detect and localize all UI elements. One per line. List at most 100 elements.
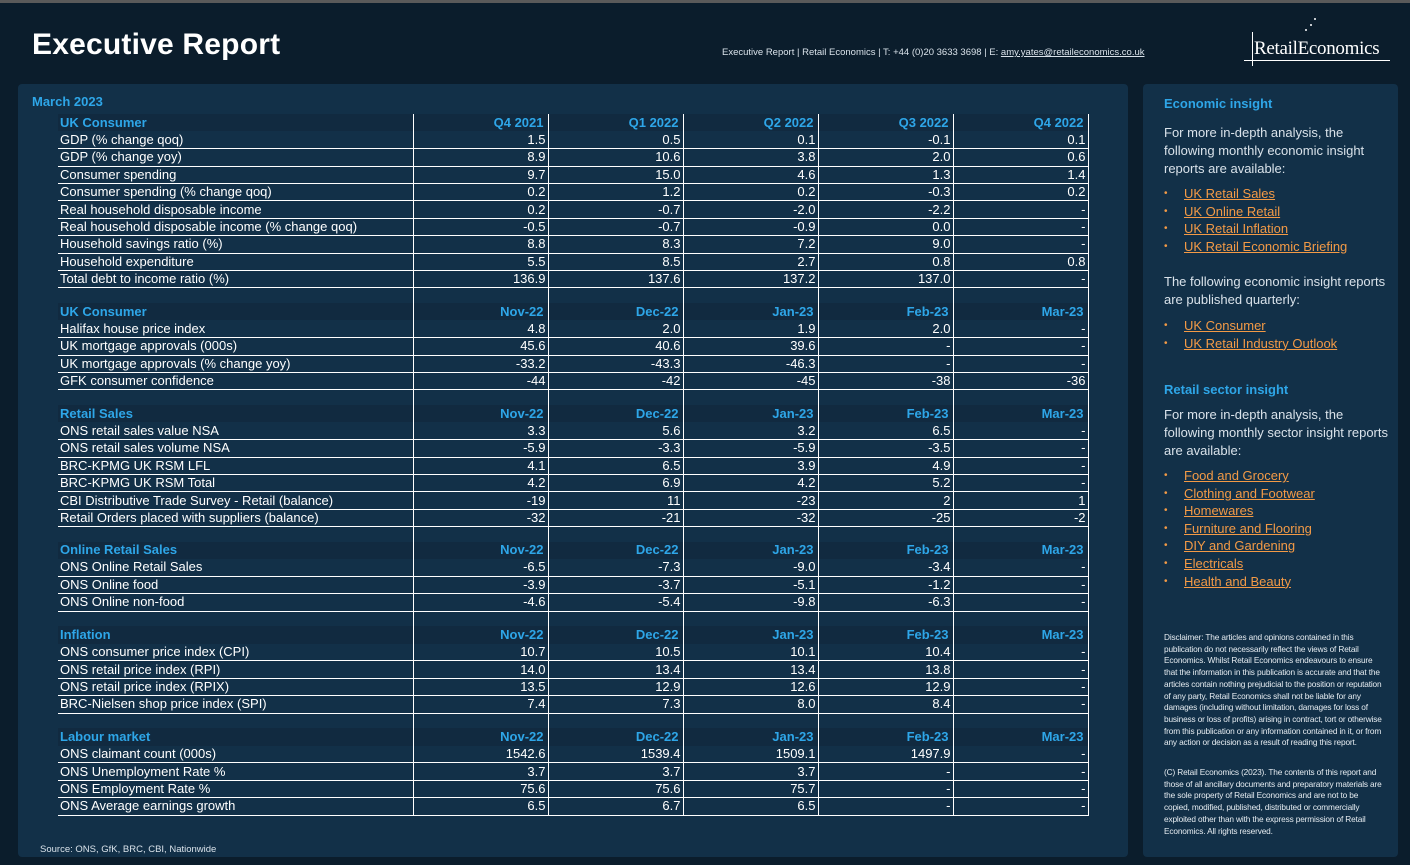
value-cell: 0.8 xyxy=(818,253,954,272)
sector-report-link[interactable]: Health and Beauty xyxy=(1184,573,1291,589)
value-cell: - xyxy=(953,439,1089,458)
economic-report-link[interactable]: UK Retail Economic Briefing xyxy=(1184,238,1348,254)
table-row: UK mortgage approvals (% change yoy) -33.… xyxy=(58,355,1089,373)
sector-report-link[interactable]: Electricals xyxy=(1184,555,1244,571)
section-spacer xyxy=(58,526,1089,542)
value-cell: 3.8 xyxy=(683,148,819,167)
value-cell: 0.1 xyxy=(953,131,1089,150)
value-cell: -23 xyxy=(683,491,819,510)
value-cell: - xyxy=(818,337,954,356)
table-row: Real household disposable income 0.2 -0.7-… xyxy=(58,200,1089,219)
row-label: Consumer spending (% change qoq) xyxy=(58,183,414,202)
spacer-cell xyxy=(413,611,549,627)
value-cell: -2.0 xyxy=(683,200,819,219)
bullet-icon: • xyxy=(1164,505,1168,517)
value-cell: - xyxy=(953,337,1089,356)
row-label: GFK consumer confidence xyxy=(58,372,414,391)
spacer-cell xyxy=(953,611,1089,627)
row-label: BRC-Nielsen shop price index (SPI) xyxy=(58,695,414,714)
spacer-cell xyxy=(953,287,1089,303)
table-row: Real household disposable income (% chan… xyxy=(58,218,1089,237)
source-note: Source: ONS, GfK, BRC, CBI, Nationwide xyxy=(40,844,217,855)
value-cell: -0.5 xyxy=(413,218,549,237)
value-cell: -5.9 xyxy=(413,439,549,458)
value-cell: 4.6 xyxy=(683,166,819,185)
table-row: Household expenditure 5.5 8.5 2.7 0.8 0.8 xyxy=(58,253,1089,272)
value-cell: 12.6 xyxy=(683,678,819,697)
bullet-icon: • xyxy=(1164,240,1168,252)
economic-report-link[interactable]: UK Retail Sales xyxy=(1184,186,1276,201)
value-cell: 12.9 xyxy=(818,678,954,697)
value-cell: -0.3 xyxy=(818,183,954,202)
value-cell: -9.0 xyxy=(683,558,819,577)
economic-report-link[interactable]: UK Online Retail xyxy=(1184,203,1281,219)
value-cell: 8.4 xyxy=(818,695,954,714)
table-row: GDP (% change yoy) 8.9 10.6 3.8 2.0 0.6 xyxy=(58,148,1089,167)
spacer-cell xyxy=(548,713,684,729)
table-row: ONS Unemployment Rate % 3.7 3.7 3.7- - xyxy=(58,762,1089,781)
value-cell: 4.1 xyxy=(413,457,549,475)
spacer-cell xyxy=(413,287,549,303)
sector-report-link[interactable]: Furniture and Flooring xyxy=(1184,520,1312,536)
logo-wordmark: RetailEconomics xyxy=(1254,38,1380,59)
value-cell: -4.6 xyxy=(413,593,549,612)
value-cell: 13.4 xyxy=(683,660,819,679)
section-title: UK Consumer xyxy=(58,114,414,132)
section-header-row: Online Retail Sales Nov-22 Dec-22 Jan-23 Feb… xyxy=(58,541,1089,559)
logo-dot xyxy=(1310,24,1312,26)
sector-report-link[interactable]: Homewares xyxy=(1184,503,1254,519)
value-cell: 0.2 xyxy=(413,200,549,219)
value-cell: - xyxy=(953,558,1089,577)
value-cell: - xyxy=(953,576,1089,595)
bullet-icon: • xyxy=(1164,540,1168,552)
bullet-icon: • xyxy=(1164,487,1168,499)
sector-report-link[interactable]: DIY and Gardening xyxy=(1184,538,1296,554)
economic-report-item: • UK Retail Sales xyxy=(1164,185,1347,203)
row-label: Real household disposable income (% chan… xyxy=(58,218,414,237)
value-cell: 8.0 xyxy=(683,695,819,714)
value-cell: -25 xyxy=(818,509,954,528)
value-cell: - xyxy=(953,762,1089,781)
table-row: CBI Distributive Trade Survey - Retail (… xyxy=(58,491,1089,510)
value-cell: - xyxy=(818,780,954,799)
economic-insight-heading: Economic insight xyxy=(1164,96,1273,111)
retail-sector-heading: Retail sector insight xyxy=(1164,382,1289,397)
value-cell: 75.6 xyxy=(413,780,549,799)
sector-report-item: • DIY and Gardening xyxy=(1164,537,1315,555)
value-cell: -0.9 xyxy=(683,218,819,237)
column-header: Mar-23 xyxy=(953,626,1089,644)
spacer-cell xyxy=(683,389,819,405)
sector-report-link[interactable]: Clothing and Footwear xyxy=(1184,485,1315,501)
value-cell: 8.9 xyxy=(413,148,549,167)
row-label: BRC-KPMG UK RSM LFL xyxy=(58,457,414,475)
row-label: Household savings ratio (%) xyxy=(58,235,414,254)
table-row: ONS retail price index (RPI) 14.0 13.4 13.4… xyxy=(58,660,1089,679)
value-cell: - xyxy=(953,218,1089,237)
row-label: ONS Online non-food xyxy=(58,593,414,612)
section-title: Inflation xyxy=(58,626,414,644)
column-header: Mar-23 xyxy=(953,728,1089,746)
sector-report-link[interactable]: Food and Grocery xyxy=(1184,468,1289,483)
value-cell: -3.5 xyxy=(818,439,954,458)
value-cell: - xyxy=(953,355,1089,373)
logo-dot xyxy=(1305,29,1307,31)
economic-report-link[interactable]: UK Retail Inflation xyxy=(1184,221,1289,237)
value-cell: 11 xyxy=(548,491,684,510)
spacer-cell xyxy=(58,389,414,405)
bullet-icon: • xyxy=(1164,557,1168,569)
table-row: Retail Orders placed with suppliers (bal… xyxy=(58,509,1089,528)
value-cell: 1.2 xyxy=(548,183,684,202)
column-header: Q2 2022 xyxy=(683,114,819,132)
table-row: GFK consumer confidence -44 -42 -45 -38 -36 xyxy=(58,372,1089,391)
economic-report-item: • UK Retail Economic Briefing xyxy=(1164,238,1347,256)
row-label: Real household disposable income xyxy=(58,200,414,219)
spacer-cell xyxy=(548,611,684,627)
contact-email-link[interactable]: amy.yates@retaileconomics.co.uk xyxy=(1000,47,1145,58)
value-cell: 12.9 xyxy=(548,678,684,697)
value-cell: - xyxy=(953,593,1089,612)
table-row: ONS retail sales volume NSA -5.9 -3.3 -5.9-… xyxy=(58,439,1089,458)
quarterly-report-link[interactable]: UK Retail Industry Outlook xyxy=(1184,335,1338,351)
economic-quarterly-intro: The following economic insight reports a… xyxy=(1164,274,1386,307)
quarterly-report-link[interactable]: UK Consumer xyxy=(1184,318,1266,333)
value-cell: - xyxy=(953,678,1089,697)
